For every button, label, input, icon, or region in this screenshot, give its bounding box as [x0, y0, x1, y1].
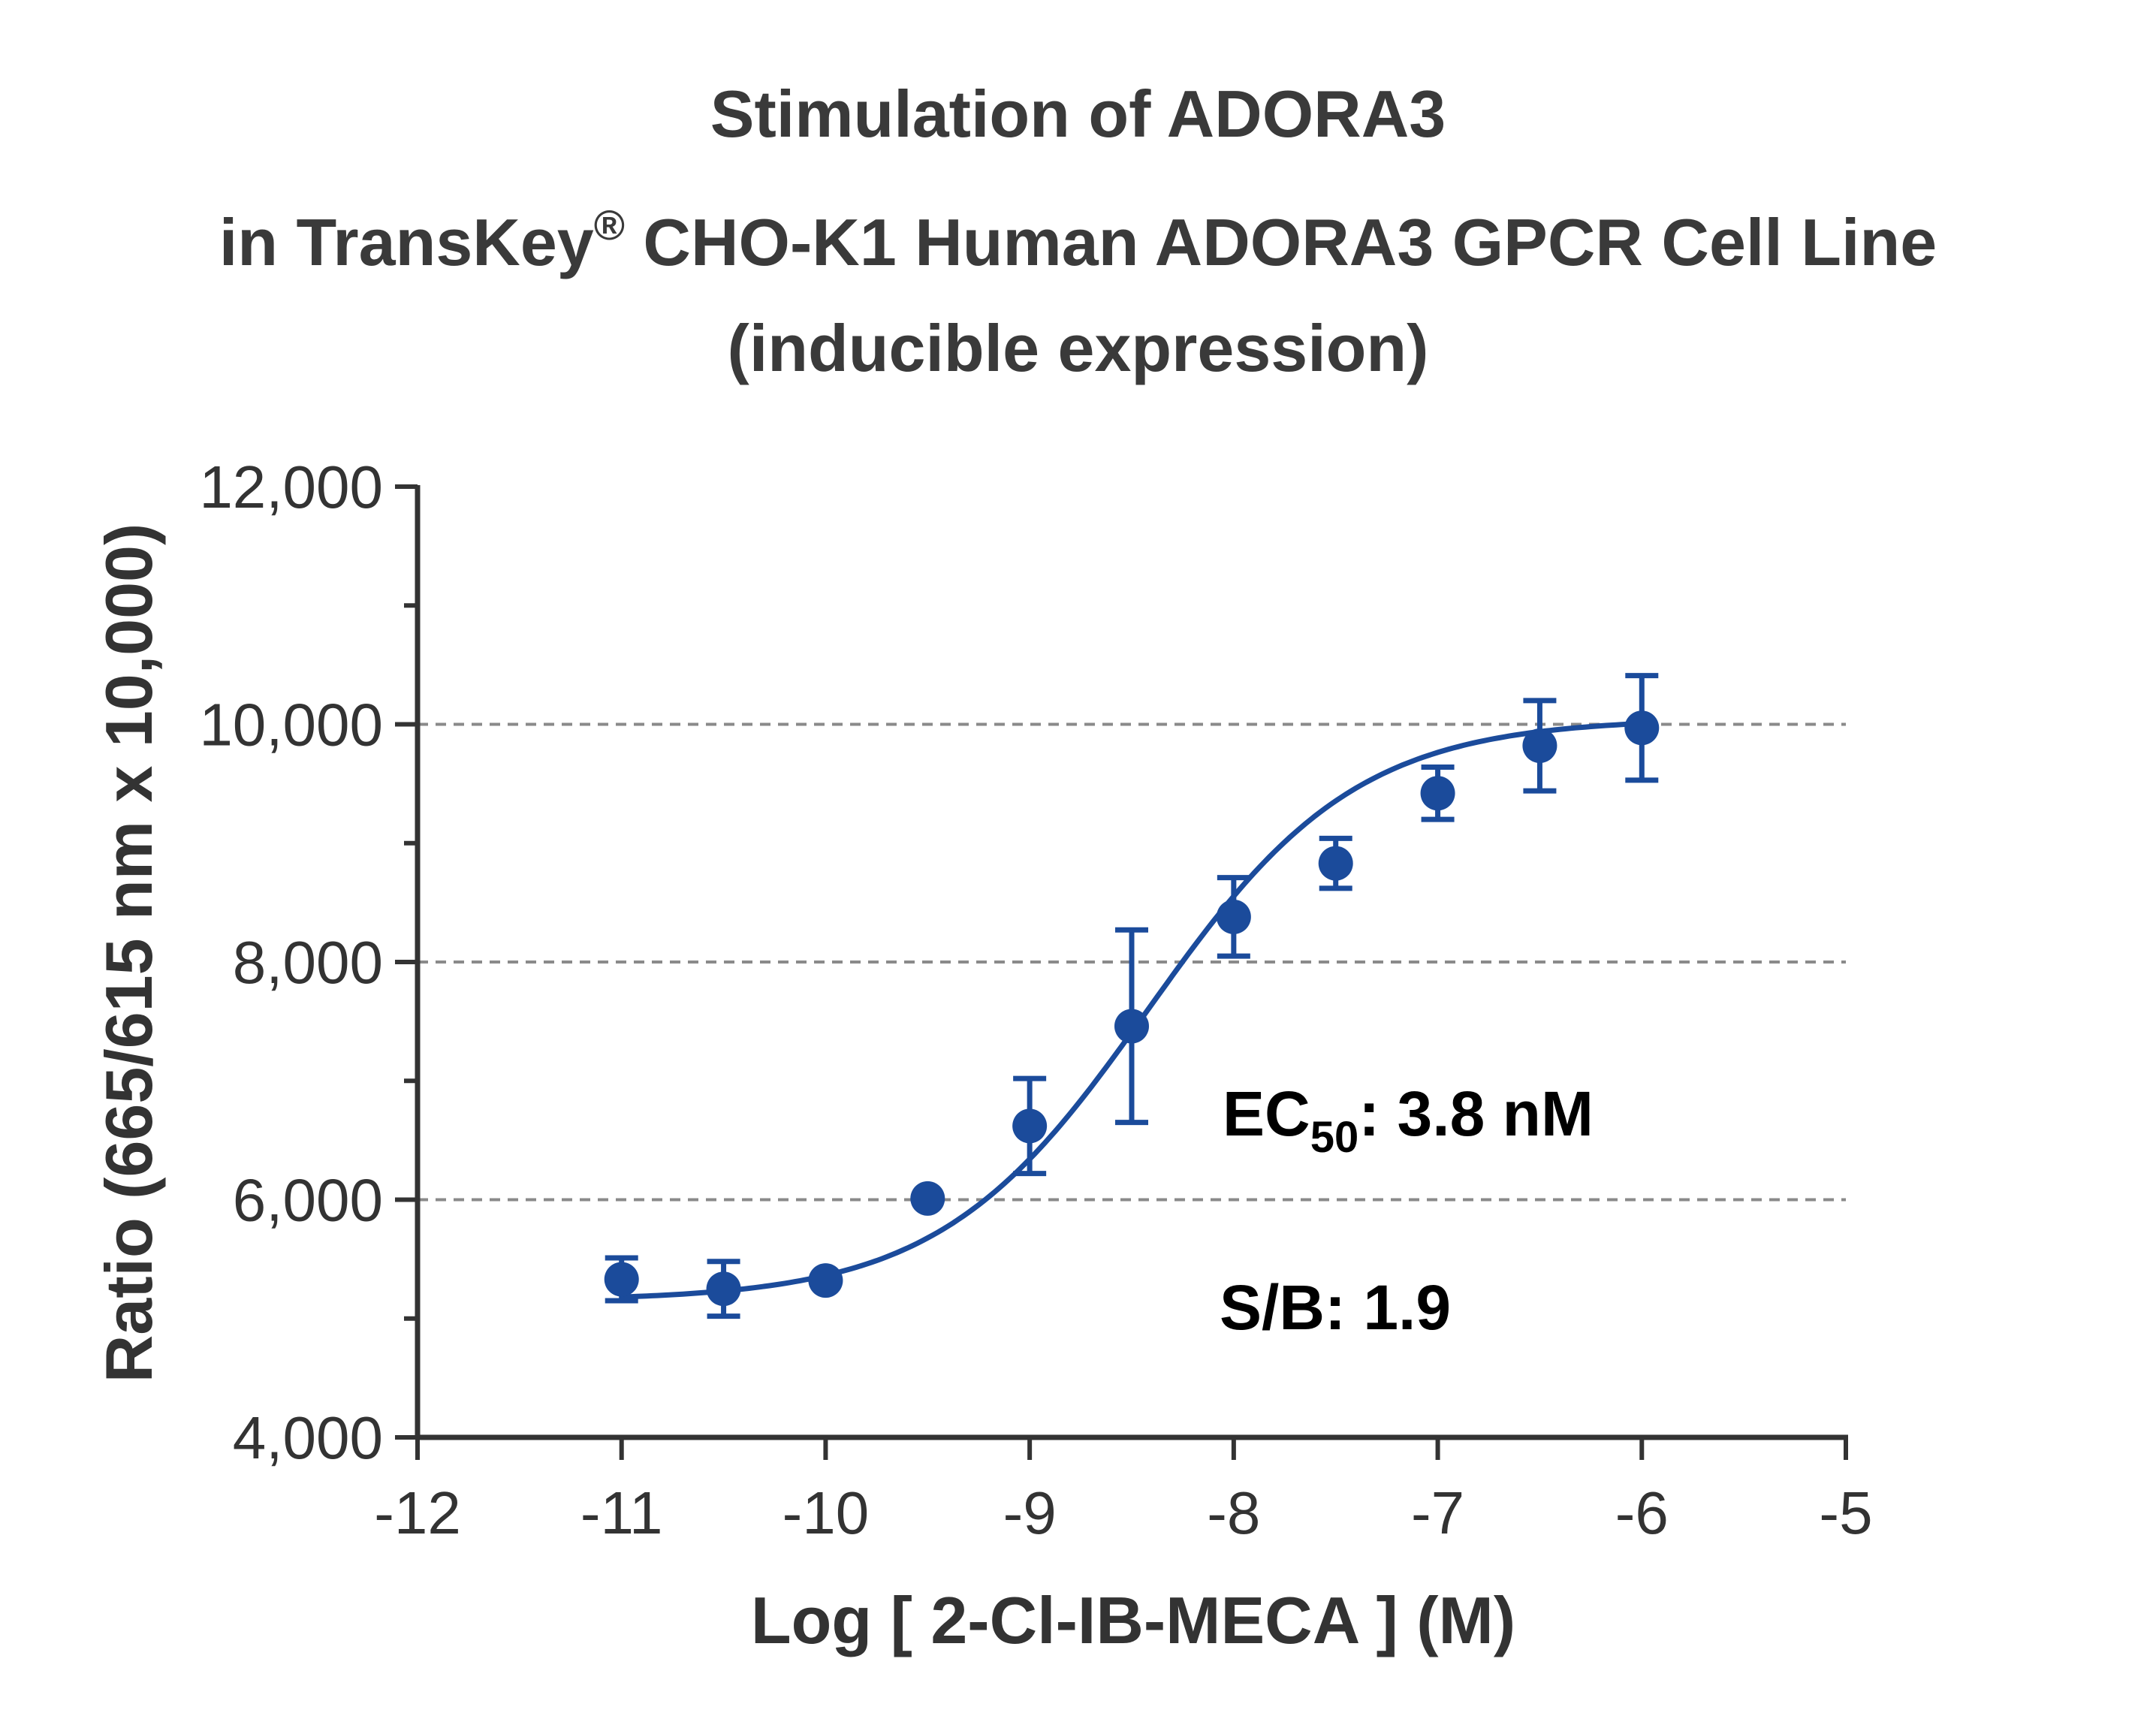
y-tick-label: 10,000: [199, 692, 383, 758]
x-axis-label: Log [ 2-Cl-IB-MECA ] (M): [751, 1583, 1515, 1657]
x-tick-label: -5: [1819, 1479, 1872, 1546]
x-tick-label: -9: [1003, 1479, 1057, 1546]
y-tick-label: 8,000: [233, 929, 383, 996]
error-bars: [605, 673, 1659, 1319]
y-axis-label: Ratio (665/615 nm x 10,000): [92, 523, 166, 1383]
data-point: [1420, 776, 1455, 811]
data-point: [1012, 1108, 1048, 1144]
data-point: [1216, 899, 1251, 934]
x-tick-label: -12: [374, 1479, 461, 1546]
data-points: [604, 710, 1660, 1307]
sb-annotation: S/B: 1.9: [1220, 1272, 1451, 1343]
data-point: [1522, 728, 1557, 763]
data-point: [604, 1262, 639, 1297]
data-point: [1318, 846, 1353, 881]
chart-title-line-1: Stimulation of ADORA3: [710, 77, 1446, 151]
x-tick-label: -10: [782, 1479, 870, 1546]
axes: [395, 484, 1848, 1460]
data-point: [1114, 1009, 1149, 1044]
x-tick-label: -8: [1207, 1479, 1260, 1546]
title-line-2-prefix: in TransKey: [219, 205, 594, 279]
title-line-2-suffix: CHO-K1 Human ADORA3 GPCR Cell Line: [624, 205, 1937, 279]
registered-mark: ®: [593, 201, 625, 249]
y-tick-label: 12,000: [199, 454, 383, 520]
chart-title-line-2: in TransKey® CHO-K1 Human ADORA3 GPCR Ce…: [0, 204, 2156, 276]
data-point: [1624, 710, 1660, 746]
y-tick-label: 6,000: [233, 1167, 383, 1234]
x-tick-label: -11: [580, 1479, 663, 1546]
data-point: [808, 1263, 843, 1298]
y-tick-label: 4,000: [233, 1404, 383, 1471]
data-point: [706, 1271, 741, 1307]
data-point: [910, 1181, 945, 1216]
annotations: EC50: 3.8 nM S/B: 1.9: [1220, 1078, 1594, 1343]
x-tick-label: -6: [1615, 1479, 1669, 1546]
axis-labels: 4,000 6,000 8,000 10,000 12,000 -12 -11 -10 -9 -8…: [92, 454, 1873, 1657]
x-tick-label: -7: [1411, 1479, 1464, 1546]
ec50-annotation: EC50: 3.8 nM: [1223, 1078, 1594, 1162]
chart-title-line-3: (inducible expression): [727, 311, 1429, 385]
